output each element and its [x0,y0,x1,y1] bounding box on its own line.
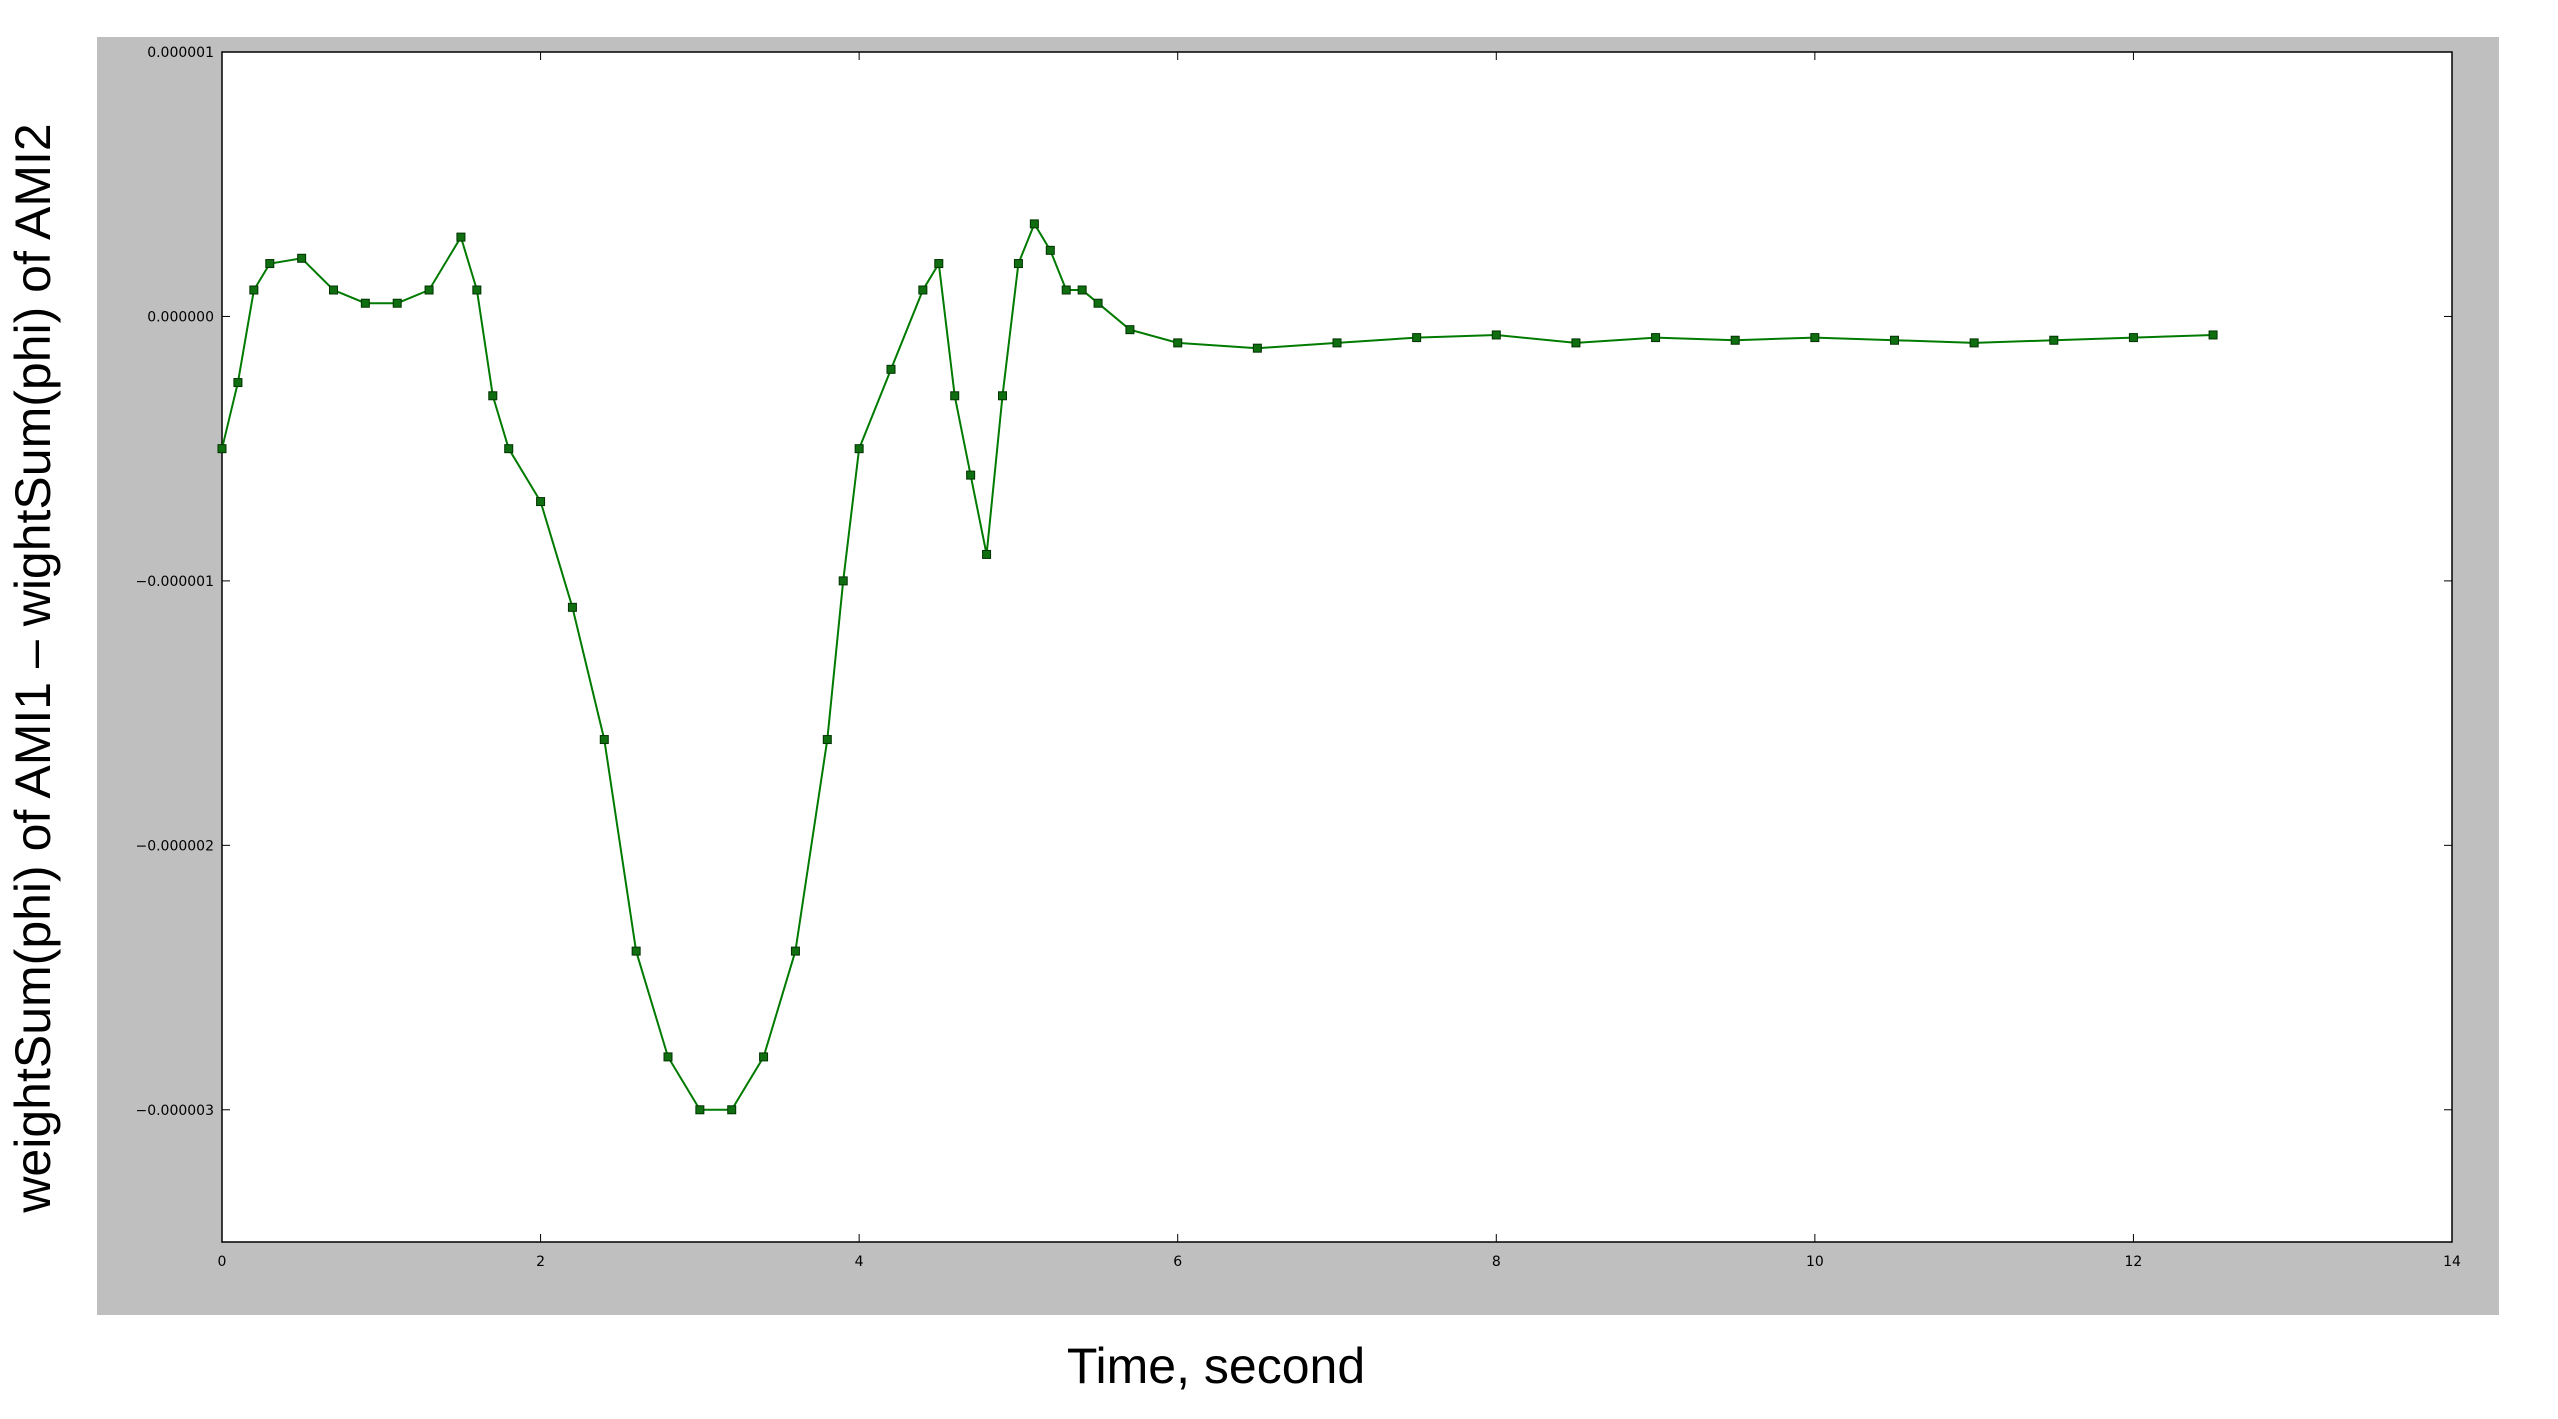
data-point [392,298,402,308]
x-tick-label: 2 [536,1254,545,1270]
data-point [1332,338,1342,348]
data-point [1491,330,1501,340]
data-point [1730,335,1740,345]
data-point [217,444,227,454]
data-point [1077,285,1087,295]
axis-ticks: 0 2 4 6 8 10 12 14 0.000001 0.000000 −0.000001 −0.0… [135,45,2461,1270]
data-point [536,497,546,507]
data-point [727,1105,737,1115]
x-tick-label: 8 [1492,1254,1501,1270]
data-point [488,391,498,401]
data-point [934,259,944,269]
data-point [1125,325,1135,335]
data-point [759,1052,769,1062]
y-tick-label: 0.000000 [147,309,214,325]
data-point [695,1105,705,1115]
data-point [567,602,577,612]
data-point [838,576,848,586]
data-point [504,444,514,454]
data-point [663,1052,673,1062]
data-point [1029,219,1039,229]
data-point [966,470,976,480]
data-point [599,735,609,745]
data-point [854,444,864,454]
data-point [2208,330,2218,340]
data-point [1890,335,1899,345]
y-tick-label: −0.000001 [135,574,214,590]
data-point [424,285,434,295]
x-axis-label: Time, second [1067,1338,1365,1394]
data-point [249,285,259,295]
x-tick-label: 0 [218,1254,227,1270]
data-point [456,232,466,242]
data-point [822,735,832,745]
y-tick-label: 0.000001 [147,45,214,61]
data-point [1412,333,1422,343]
data-point [1061,285,1071,295]
data-point [360,298,370,308]
data-point [233,378,243,388]
data-point [1173,338,1183,348]
data-point [1571,338,1581,348]
x-tick-label: 6 [1173,1254,1182,1270]
data-point [472,285,482,295]
data-point [1013,259,1023,269]
data-point [1810,333,1820,343]
data-point [329,285,338,295]
data-point [950,391,960,401]
x-tick-label: 14 [2443,1254,2461,1270]
data-series [217,219,2218,1115]
data-point [631,946,641,956]
data-point [2128,333,2138,343]
data-point [297,253,307,263]
data-point [265,259,275,269]
data-point [886,364,896,374]
data-point [1651,333,1661,343]
data-point [1252,343,1262,353]
data-point [998,391,1007,401]
data-point [790,946,800,956]
x-tick-label: 12 [2125,1254,2143,1270]
x-tick-label: 4 [855,1254,864,1270]
y-axis-label: weightSum(phi) of AMI1 – wightSum(phi) o… [5,123,61,1213]
data-point [1093,298,1103,308]
x-tick-label: 10 [1806,1254,1824,1270]
y-tick-label: −0.000003 [135,1103,214,1119]
data-point [1045,245,1055,255]
data-point [2049,335,2059,345]
data-point [1969,338,1979,348]
y-tick-label: −0.000002 [135,838,214,854]
data-point [982,549,992,559]
plot-area [221,51,2453,1243]
data-point [918,285,928,295]
